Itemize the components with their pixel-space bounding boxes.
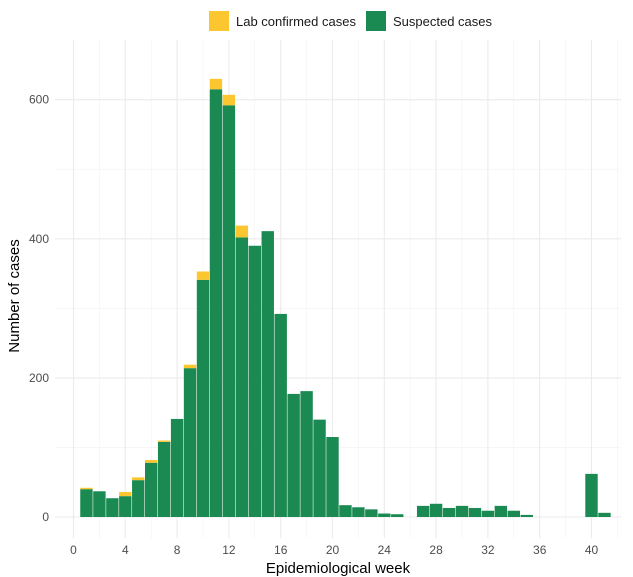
bars <box>80 78 611 517</box>
legend-swatch-suspected <box>366 11 386 31</box>
bar-suspected-week-13 <box>235 237 249 517</box>
bar-lab-confirmed-week-1 <box>80 487 93 490</box>
bar-lab-confirmed-week-12 <box>222 94 236 106</box>
bar-suspected-week-17 <box>287 393 300 517</box>
bar-suspected-week-21 <box>339 505 352 517</box>
bar-suspected-week-32 <box>481 510 495 517</box>
bar-suspected-week-11 <box>209 89 223 517</box>
bar-lab-confirmed-week-11 <box>209 78 223 90</box>
bar-lab-confirmed-week-10 <box>196 271 210 280</box>
legend-label-suspected: Suspected cases <box>393 14 493 29</box>
bar-lab-confirmed-week-7 <box>157 440 171 442</box>
bar-suspected-week-3 <box>106 498 119 517</box>
bar-suspected-week-19 <box>313 419 326 517</box>
x-tick-label: 28 <box>429 543 443 557</box>
x-tick-label: 0 <box>70 543 77 557</box>
bar-suspected-week-18 <box>300 391 313 517</box>
bar-suspected-week-33 <box>494 505 508 517</box>
y-tick-label: 200 <box>29 371 49 385</box>
x-tick-label: 40 <box>585 543 599 557</box>
y-tick-label: 0 <box>42 510 49 524</box>
y-tick-label: 400 <box>29 232 49 246</box>
bar-suspected-week-30 <box>455 505 469 517</box>
bar-suspected-week-6 <box>145 462 158 517</box>
bar-suspected-week-27 <box>416 505 430 517</box>
bar-suspected-week-2 <box>93 491 106 517</box>
bar-suspected-week-10 <box>196 279 210 517</box>
y-axis-title: Number of cases <box>6 239 23 352</box>
bar-suspected-week-15 <box>261 231 274 517</box>
bar-lab-confirmed-week-13 <box>235 225 249 238</box>
bar-suspected-week-29 <box>442 507 456 517</box>
bar-suspected-week-16 <box>274 313 287 517</box>
bar-suspected-week-22 <box>352 507 365 517</box>
x-tick-label: 16 <box>274 543 288 557</box>
x-axis-title: Epidemiological week <box>266 560 411 577</box>
legend-label-lab-confirmed: Lab confirmed cases <box>236 14 356 29</box>
x-tick-label: 36 <box>533 543 547 557</box>
bar-suspected-week-14 <box>248 245 261 517</box>
x-tick-label: 24 <box>378 543 392 557</box>
bar-suspected-week-1 <box>80 489 93 517</box>
bar-lab-confirmed-week-9 <box>183 364 197 369</box>
x-axis-ticks: 0 4 8 12 16 20 24 28 32 36 40 <box>70 543 598 557</box>
bar-suspected-week-4 <box>119 496 132 517</box>
bar-suspected-week-24 <box>378 513 391 517</box>
x-tick-label: 32 <box>481 543 495 557</box>
legend-swatch-lab-confirmed <box>209 11 229 31</box>
x-tick-label: 4 <box>122 543 129 557</box>
bar-lab-confirmed-week-6 <box>145 459 158 463</box>
x-tick-label: 12 <box>222 543 236 557</box>
bar-suspected-week-7 <box>157 441 171 517</box>
bar-suspected-week-9 <box>183 368 197 517</box>
x-tick-label: 20 <box>326 543 340 557</box>
y-axis-ticks: 0 200 400 600 <box>29 93 49 524</box>
bar-lab-confirmed-week-4 <box>119 491 132 497</box>
bar-suspected-week-5 <box>132 480 145 517</box>
bar-suspected-week-28 <box>429 503 443 517</box>
bar-suspected-week-31 <box>468 507 482 517</box>
bar-suspected-week-12 <box>222 105 236 517</box>
bar-suspected-week-40 <box>585 473 598 517</box>
bar-suspected-week-25 <box>391 514 404 517</box>
x-tick-label: 8 <box>174 543 181 557</box>
bar-suspected-week-8 <box>170 418 184 517</box>
legend: Lab confirmed cases Suspected cases <box>209 11 493 31</box>
bar-suspected-week-34 <box>507 510 520 517</box>
bar-suspected-week-35 <box>520 514 533 517</box>
bar-suspected-week-20 <box>326 437 339 517</box>
bar-suspected-week-41 <box>598 512 611 517</box>
bar-suspected-week-23 <box>365 509 378 517</box>
y-tick-label: 600 <box>29 93 49 107</box>
bar-lab-confirmed-week-5 <box>132 477 145 481</box>
